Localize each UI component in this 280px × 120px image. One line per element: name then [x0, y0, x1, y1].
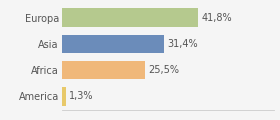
Bar [62, 61, 145, 79]
Text: 31,4%: 31,4% [168, 39, 198, 49]
Bar [62, 8, 199, 27]
Bar [62, 35, 164, 53]
Bar [62, 87, 66, 106]
Text: 41,8%: 41,8% [202, 13, 232, 23]
Text: 25,5%: 25,5% [148, 65, 179, 75]
Text: 1,3%: 1,3% [69, 91, 94, 101]
